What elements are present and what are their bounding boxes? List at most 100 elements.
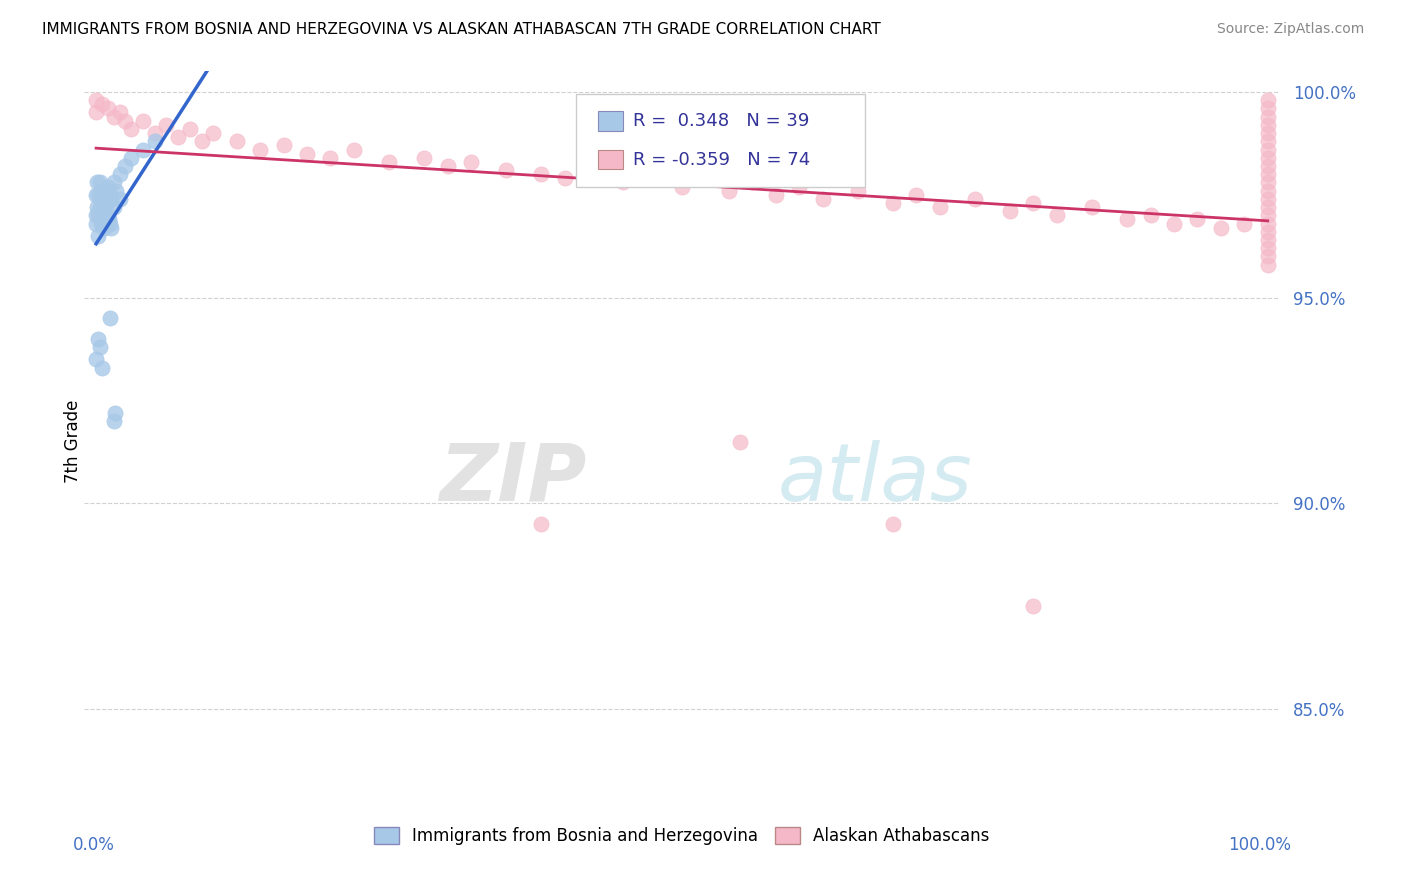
Point — [647, 167, 669, 181]
Point — [1163, 217, 1185, 231]
Point — [98, 184, 120, 198]
Point — [98, 187, 121, 202]
Point — [963, 192, 986, 206]
Point — [1139, 208, 1161, 222]
Point — [1257, 151, 1279, 165]
Point — [97, 208, 120, 222]
Point — [120, 122, 142, 136]
Point — [249, 143, 271, 157]
Point — [167, 130, 190, 145]
Point — [225, 134, 247, 148]
Point — [114, 159, 136, 173]
Point — [554, 171, 576, 186]
Text: 100.0%: 100.0% — [1229, 836, 1292, 854]
Point — [87, 332, 110, 346]
Text: R =  0.348   N = 39: R = 0.348 N = 39 — [633, 112, 808, 130]
Point — [741, 176, 763, 190]
Point — [671, 179, 693, 194]
Point — [94, 187, 117, 202]
Point — [717, 184, 740, 198]
Point — [495, 163, 517, 178]
Point — [811, 192, 834, 206]
Point — [100, 192, 122, 206]
Point — [132, 143, 155, 157]
Point — [460, 154, 482, 169]
Point — [202, 126, 225, 140]
Point — [84, 352, 107, 367]
Point — [295, 146, 318, 161]
Point — [1257, 143, 1279, 157]
Point — [1233, 217, 1256, 231]
Point — [928, 200, 950, 214]
Point — [84, 105, 107, 120]
Point — [114, 113, 136, 128]
Point — [90, 187, 112, 202]
Point — [103, 110, 125, 124]
Point — [89, 200, 111, 214]
Point — [87, 208, 110, 222]
Point — [90, 212, 114, 227]
Point — [105, 184, 127, 198]
Point — [98, 212, 120, 227]
Text: R = -0.359   N = 74: R = -0.359 N = 74 — [633, 151, 810, 169]
Point — [1022, 599, 1045, 613]
Point — [1257, 200, 1279, 214]
Point — [1257, 110, 1279, 124]
Point — [84, 187, 107, 202]
Point — [89, 340, 111, 354]
Point — [86, 200, 108, 214]
Text: ZIP: ZIP — [439, 440, 586, 517]
Point — [90, 217, 112, 231]
Point — [1022, 196, 1045, 211]
Point — [132, 113, 155, 128]
Point — [1257, 167, 1279, 181]
Point — [155, 118, 177, 132]
Point — [103, 176, 125, 190]
Point — [273, 138, 295, 153]
Point — [98, 217, 121, 231]
Point — [98, 311, 121, 326]
Point — [378, 154, 401, 169]
Point — [530, 516, 553, 531]
Point — [91, 184, 114, 198]
Point — [103, 414, 125, 428]
Point — [1257, 159, 1279, 173]
Text: atlas: atlas — [778, 440, 973, 517]
Point — [97, 179, 120, 194]
Point — [1257, 233, 1279, 247]
Point — [108, 105, 131, 120]
Point — [108, 192, 131, 206]
Point — [103, 200, 125, 214]
Point — [695, 171, 717, 186]
Point — [108, 167, 131, 181]
Point — [846, 184, 869, 198]
Point — [90, 192, 114, 206]
Point — [1209, 220, 1232, 235]
Point — [91, 208, 114, 222]
Point — [120, 151, 142, 165]
Point — [1257, 176, 1279, 190]
Point — [87, 228, 110, 243]
Point — [1257, 101, 1279, 115]
Point — [436, 159, 458, 173]
Point — [319, 151, 342, 165]
Point — [96, 217, 118, 231]
Text: 0.0%: 0.0% — [73, 836, 114, 854]
Point — [84, 208, 107, 222]
Point — [1046, 208, 1069, 222]
Point — [730, 434, 752, 449]
Point — [143, 126, 166, 140]
Point — [97, 101, 120, 115]
Point — [1257, 134, 1279, 148]
Point — [100, 220, 122, 235]
Point — [1257, 225, 1279, 239]
Point — [1257, 258, 1279, 272]
Point — [882, 516, 904, 531]
Point — [1081, 200, 1104, 214]
Point — [93, 192, 115, 206]
Point — [1257, 126, 1279, 140]
Text: IMMIGRANTS FROM BOSNIA AND HERZEGOVINA VS ALASKAN ATHABASCAN 7TH GRADE CORRELATI: IMMIGRANTS FROM BOSNIA AND HERZEGOVINA V… — [42, 22, 882, 37]
Point — [90, 360, 114, 375]
Point — [765, 187, 787, 202]
Point — [86, 176, 108, 190]
